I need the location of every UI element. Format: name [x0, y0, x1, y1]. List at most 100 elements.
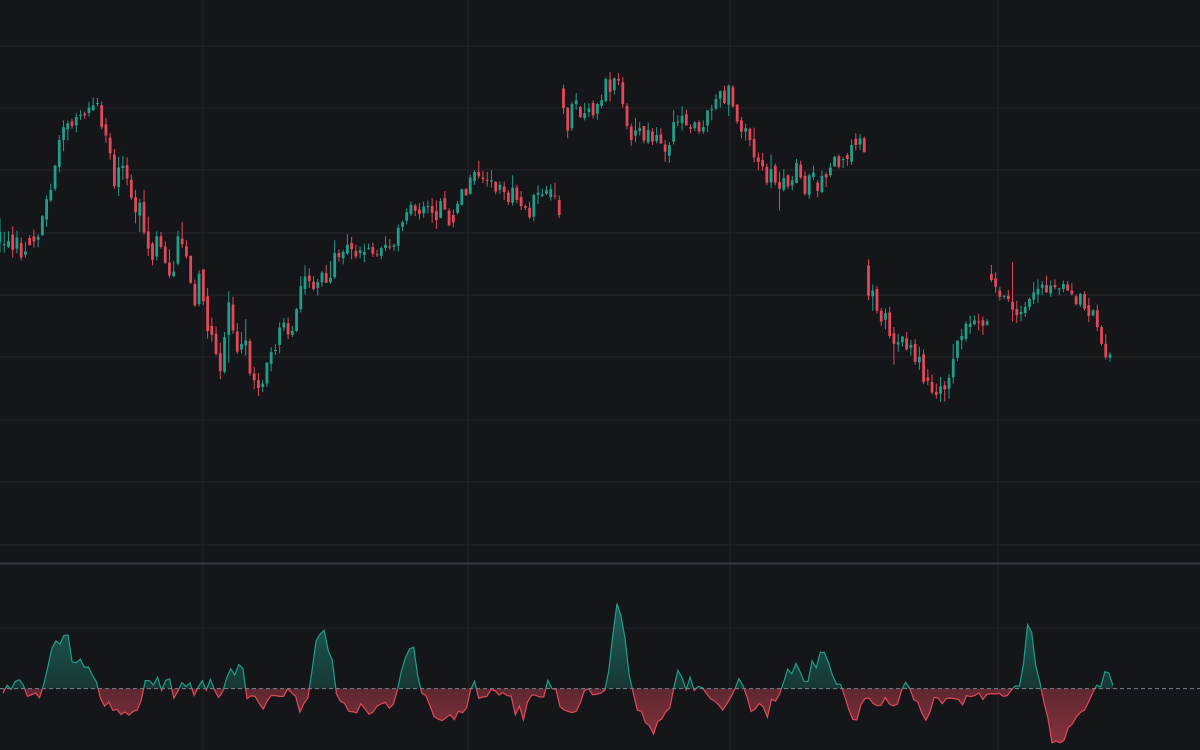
candle-body — [756, 157, 760, 162]
candle-body — [913, 343, 917, 362]
candle — [506, 189, 510, 205]
candle — [273, 343, 277, 356]
candle-body — [218, 353, 222, 372]
candle-body — [981, 320, 985, 326]
candle — [523, 204, 527, 210]
candle-body — [468, 177, 472, 194]
candle — [108, 132, 112, 160]
candle — [604, 77, 608, 103]
candle — [892, 327, 896, 365]
candle-body — [240, 343, 243, 350]
candle — [282, 318, 286, 331]
candle-body — [333, 253, 337, 278]
candle — [790, 175, 794, 191]
candle — [299, 276, 303, 313]
candle-body — [778, 182, 781, 189]
candle-body — [587, 108, 591, 112]
candle-body — [362, 252, 366, 255]
candle — [333, 240, 337, 279]
candle — [210, 317, 214, 342]
candle-body — [439, 201, 443, 218]
candle — [1091, 309, 1095, 317]
candle-body — [498, 184, 502, 190]
candle-body — [769, 169, 773, 183]
candle — [460, 188, 464, 206]
candle-body — [49, 189, 53, 201]
candle — [570, 101, 574, 132]
candle — [498, 181, 502, 194]
candle — [19, 237, 23, 261]
candle-body — [718, 91, 722, 99]
candle-body — [159, 236, 163, 247]
candle-body — [761, 160, 764, 167]
candle — [159, 231, 163, 249]
candle-body — [28, 238, 32, 246]
candle — [617, 73, 620, 86]
candle-body — [591, 103, 595, 116]
candle-body — [117, 167, 121, 188]
candle — [769, 154, 773, 189]
candle-body — [964, 323, 968, 339]
candle — [100, 101, 104, 130]
candle-body — [185, 246, 188, 257]
candle-body — [316, 282, 320, 288]
candle-body — [1049, 285, 1053, 294]
candle-body — [278, 327, 282, 345]
candle-body — [91, 105, 95, 111]
candle-body — [413, 205, 417, 211]
oscillator-area-positive — [5, 603, 1113, 689]
candle-body — [812, 172, 815, 177]
candle-body — [53, 165, 57, 189]
candle — [316, 278, 320, 296]
candle-body — [956, 340, 959, 358]
candle — [341, 249, 345, 265]
candle-body — [947, 378, 951, 389]
candle-body — [146, 231, 150, 249]
candle — [201, 269, 205, 306]
candle — [189, 255, 193, 284]
candle — [689, 124, 692, 134]
candle-body — [57, 140, 61, 167]
candle — [956, 340, 959, 362]
candle — [112, 148, 116, 189]
candle — [180, 221, 184, 249]
candle — [1053, 279, 1057, 290]
candle — [468, 174, 472, 195]
candle — [168, 249, 171, 278]
candle — [278, 322, 282, 354]
candle — [358, 246, 362, 259]
candle — [981, 316, 985, 335]
candle-body — [1023, 306, 1027, 314]
candle-body — [676, 121, 680, 123]
candle — [1087, 297, 1091, 322]
candle — [735, 104, 739, 124]
candle — [714, 94, 718, 111]
candle-body — [303, 276, 307, 289]
candle-body — [2, 244, 6, 246]
candle — [176, 230, 180, 266]
candle-body — [744, 128, 748, 132]
candle — [761, 152, 764, 171]
candle-body — [562, 88, 565, 109]
candle — [579, 105, 582, 119]
candle-body — [634, 130, 637, 136]
candle — [824, 172, 828, 188]
candle — [362, 243, 366, 263]
candle-body — [858, 138, 862, 145]
candle-body — [892, 333, 896, 344]
candle-body — [939, 386, 942, 394]
candle-body — [269, 352, 273, 364]
candle — [528, 201, 531, 219]
candle-body — [388, 246, 392, 248]
candle — [1066, 281, 1070, 291]
candle — [248, 338, 252, 376]
candle — [926, 369, 930, 386]
candle-body — [684, 114, 688, 126]
candle-body — [875, 288, 879, 311]
candle-body — [629, 126, 633, 140]
candle-body — [926, 377, 930, 381]
candle — [879, 308, 883, 326]
candle-body — [862, 138, 866, 153]
candle-body — [667, 145, 671, 156]
